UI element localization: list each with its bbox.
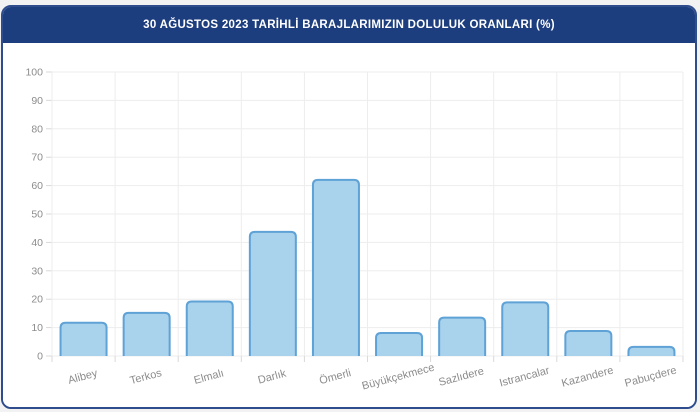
bar-pabuçdere[interactable] bbox=[627, 345, 676, 356]
x-category-label: Sazlıdere bbox=[437, 365, 485, 389]
x-category-label: Büyükçekmece bbox=[361, 362, 436, 393]
y-tick-label: 50 bbox=[31, 209, 43, 221]
bar-darlık[interactable] bbox=[248, 230, 297, 356]
y-tick-label: 30 bbox=[31, 265, 43, 277]
x-category-label: Kazandere bbox=[560, 364, 615, 389]
bar-alibey[interactable] bbox=[59, 321, 108, 356]
y-tick-label: 0 bbox=[37, 351, 43, 363]
x-category-label: Terkos bbox=[129, 367, 164, 387]
bar-ömerli[interactable] bbox=[311, 178, 360, 356]
y-tick-label: 70 bbox=[31, 152, 43, 164]
y-tick-label: 80 bbox=[31, 123, 43, 135]
x-category-label: Pabuçdere bbox=[623, 364, 678, 389]
y-tick-label: 40 bbox=[31, 237, 43, 249]
y-tick-label: 90 bbox=[31, 95, 43, 107]
bar-terkos[interactable] bbox=[122, 311, 171, 356]
y-tick-label: 20 bbox=[31, 294, 43, 306]
y-tick-label: 10 bbox=[31, 322, 43, 334]
chart-card: 30 AĞUSTOS 2023 TARİHLİ BARAJLARIMIZIN D… bbox=[1, 5, 697, 409]
chart-title-bar: 30 AĞUSTOS 2023 TARİHLİ BARAJLARIMIZIN D… bbox=[3, 7, 695, 43]
x-category-label: Elmalı bbox=[193, 367, 226, 387]
x-category-label: Ömerli bbox=[318, 367, 352, 387]
bar-istrancalar[interactable] bbox=[501, 301, 550, 356]
x-category-label: Darlık bbox=[257, 367, 288, 386]
bar-büyükçekmece[interactable] bbox=[375, 331, 424, 356]
x-category-label: Alibey bbox=[67, 367, 100, 386]
bar-chart[interactable]: 0 10 20 30 40 50 60 70 80 90 100 Alibey Terkos Elmalı… bbox=[3, 43, 695, 407]
bar-kazandere[interactable] bbox=[564, 330, 613, 356]
x-category-label: Istrancalar bbox=[498, 365, 551, 390]
bar-elmalı[interactable] bbox=[185, 300, 234, 356]
y-tick-label: 100 bbox=[25, 67, 43, 79]
chart-title: 30 AĞUSTOS 2023 TARİHLİ BARAJLARIMIZIN D… bbox=[143, 19, 555, 31]
bar-sazlıdere[interactable] bbox=[438, 316, 487, 356]
chart-plot-container: 0 10 20 30 40 50 60 70 80 90 100 Alibey Terkos Elmalı… bbox=[3, 43, 695, 407]
y-tick-label: 60 bbox=[31, 180, 43, 192]
